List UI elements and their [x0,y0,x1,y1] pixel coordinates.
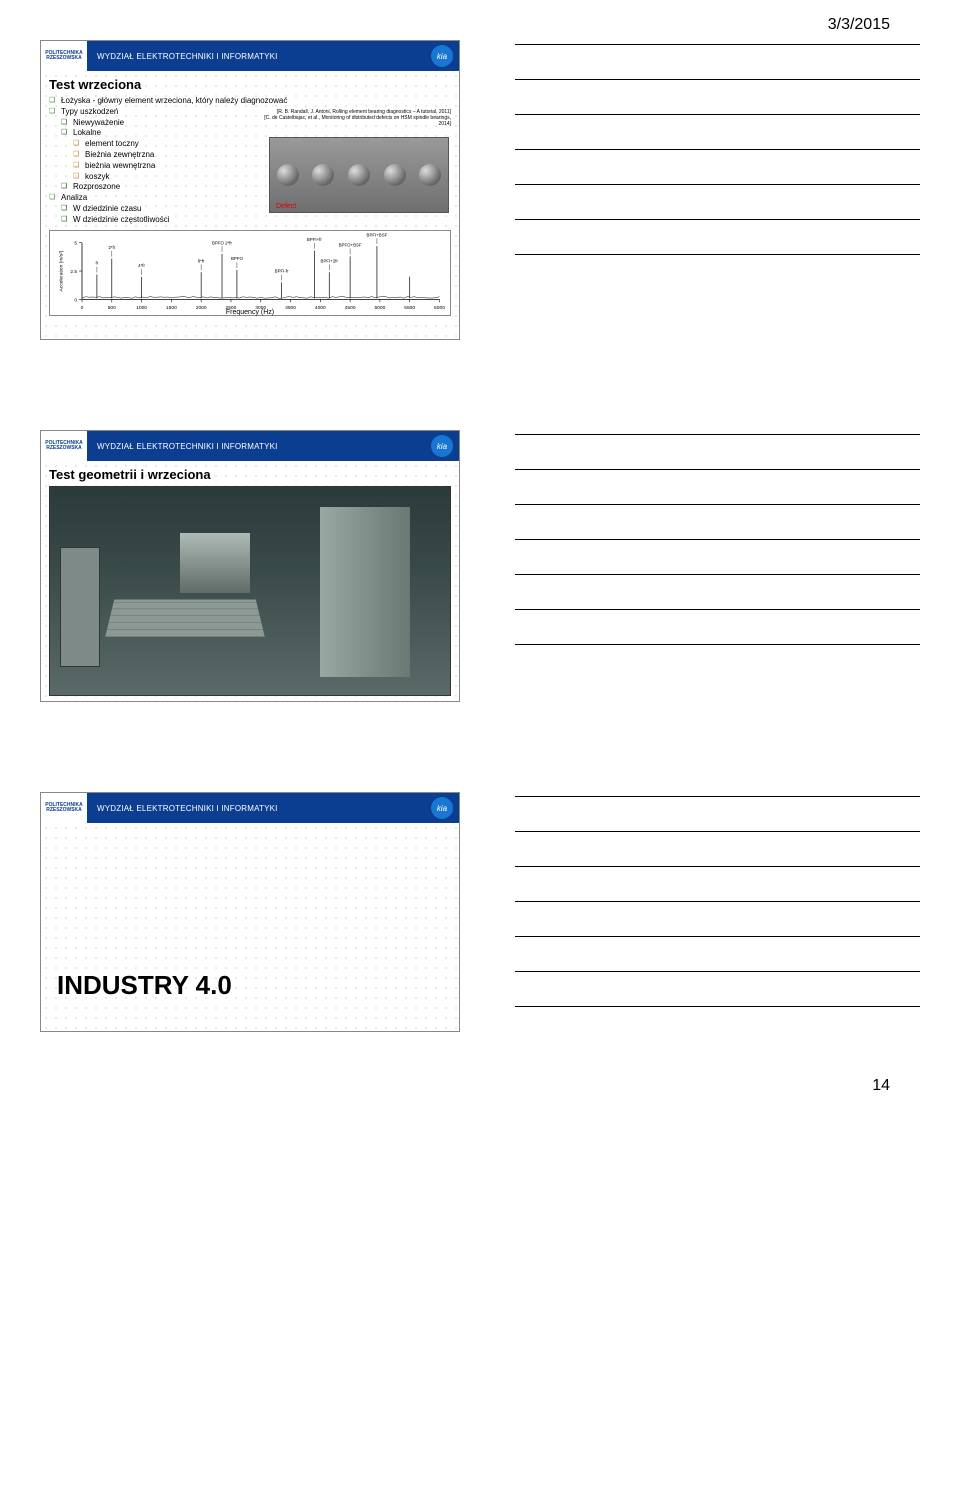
logo-text-bottom: RZESZOWSKA [46,808,82,813]
department-label: WYDZIAŁ ELEKTROTECHNIKI I INFORMATYKI [97,804,278,813]
svg-text:5000: 5000 [374,305,385,311]
bullet-bearings: Łożyska - główny element wrzeciona, któr… [49,96,451,107]
note-line [515,936,920,937]
machine-table [105,600,264,637]
logo-text-bottom: RZESZOWSKA [46,56,82,61]
note-line [515,866,920,867]
slide-title: Test wrzeciona [49,77,451,92]
note-line [515,796,920,797]
svg-text:4000: 4000 [315,305,326,311]
bearing-ball [277,164,299,186]
svg-text:6000: 6000 [434,305,445,311]
svg-text:0: 0 [74,297,77,303]
svg-text:1000: 1000 [136,305,147,311]
svg-text:Acceleration (m/s²): Acceleration (m/s²) [58,250,64,291]
defect-label: Defect [276,203,296,210]
note-line [515,574,920,575]
svg-text:3500: 3500 [285,305,296,311]
svg-text:8*fr: 8*fr [198,258,205,263]
svg-text:500: 500 [108,305,116,311]
slide-header: POLITECHNIKA RZESZOWSKA WYDZIAŁ ELEKTROT… [41,793,459,823]
note-line [515,44,920,45]
note-line [515,254,920,255]
notes-area-1 [460,40,920,340]
bullet-analysis-label: Analiza [61,193,87,202]
note-line [515,434,920,435]
svg-text:BPFO+BSF: BPFO+BSF [339,242,362,247]
industry-title: INDUSTRY 4.0 [57,970,232,1001]
svg-text:2*fr: 2*fr [108,244,115,249]
bearing-figure: Defect [269,137,449,213]
slide-row-1: POLITECHNIKA RZESZOWSKA WYDZIAŁ ELEKTROT… [40,40,920,340]
slide-3: POLITECHNIKA RZESZOWSKA WYDZIAŁ ELEKTROT… [40,792,460,1032]
notes-area-3 [460,792,920,1041]
svg-text:0: 0 [81,305,84,311]
note-line [515,539,920,540]
document-date: 3/3/2015 [828,16,890,34]
note-line [515,219,920,220]
slide-header: POLITECHNIKA RZESZOWSKA WYDZIAŁ ELEKTROT… [41,41,459,71]
x-axis-label: Frequency (Hz) [226,309,274,316]
notes-area-2 [460,430,920,702]
slide-row-2: POLITECHNIKA RZESZOWSKA WYDZIAŁ ELEKTROT… [40,430,920,702]
svg-text:BPFO 2*fr: BPFO 2*fr [212,240,232,245]
bearing-ball [384,164,406,186]
logo-text-bottom: RZESZOWSKA [46,446,82,451]
svg-text:5500: 5500 [404,305,415,311]
slide-header: POLITECHNIKA RZESZOWSKA WYDZIAŁ ELEKTROT… [41,431,459,461]
note-line [515,1006,920,1007]
department-label: WYDZIAŁ ELEKTROTECHNIKI I INFORMATYKI [97,52,278,61]
university-logo: POLITECHNIKA RZESZOWSKA [41,793,87,823]
page-number: 14 [872,1077,890,1095]
bearing-ball [312,164,334,186]
machine-head [180,533,250,593]
slide-row-3: POLITECHNIKA RZESZOWSKA WYDZIAŁ ELEKTROT… [40,792,920,1041]
bearing-ball [348,164,370,186]
note-line [515,971,920,972]
machine-column [320,507,410,677]
note-line [515,149,920,150]
svg-text:BPFI-fr: BPFI-fr [275,268,289,273]
svg-text:4500: 4500 [345,305,356,311]
slide-title: Test geometrii i wrzeciona [49,467,451,482]
note-line [515,609,920,610]
machine-panel [60,547,100,667]
note-line [515,504,920,505]
svg-text:2.5: 2.5 [70,269,77,275]
svg-text:1500: 1500 [166,305,177,311]
bullet-imbalance: Niewyważenie [61,118,451,129]
svg-text:2000: 2000 [196,305,207,311]
kia-badge: kia [431,797,453,819]
svg-text:fr: fr [96,260,99,265]
bullet-local-label: Lokalne [73,128,101,137]
kia-badge: kia [431,435,453,457]
note-line [515,114,920,115]
kia-badge: kia [431,45,453,67]
svg-text:BPFI+BSF: BPFI+BSF [367,232,388,237]
note-line [515,831,920,832]
bearing-ball [419,164,441,186]
svg-text:4*fr: 4*fr [138,263,145,268]
note-line [515,901,920,902]
svg-text:BPFO: BPFO [231,256,244,261]
department-label: WYDZIAŁ ELEKTROTECHNIKI I INFORMATYKI [97,442,278,451]
university-logo: POLITECHNIKA RZESZOWSKA [41,41,87,71]
frequency-spectrum-chart: 0500100015002000250030003500400045005000… [49,230,451,316]
svg-text:BPFI+2fr: BPFI+2fr [321,258,339,263]
svg-text:BPFI+fr: BPFI+fr [307,236,322,241]
machine-photo [49,486,451,696]
note-line [515,644,920,645]
slide-1: POLITECHNIKA RZESZOWSKA WYDZIAŁ ELEKTROT… [40,40,460,340]
bullet-damage-types-label: Typy uszkodzeń [61,107,118,116]
slide-2: POLITECHNIKA RZESZOWSKA WYDZIAŁ ELEKTROT… [40,430,460,702]
note-line [515,184,920,185]
note-line [515,469,920,470]
bullet-freq-domain: W dziedzinie częstotliwości [61,215,451,226]
university-logo: POLITECHNIKA RZESZOWSKA [41,431,87,461]
svg-text:5: 5 [74,240,77,246]
note-line [515,79,920,80]
spectrum-svg: 0500100015002000250030003500400045005000… [50,231,450,315]
